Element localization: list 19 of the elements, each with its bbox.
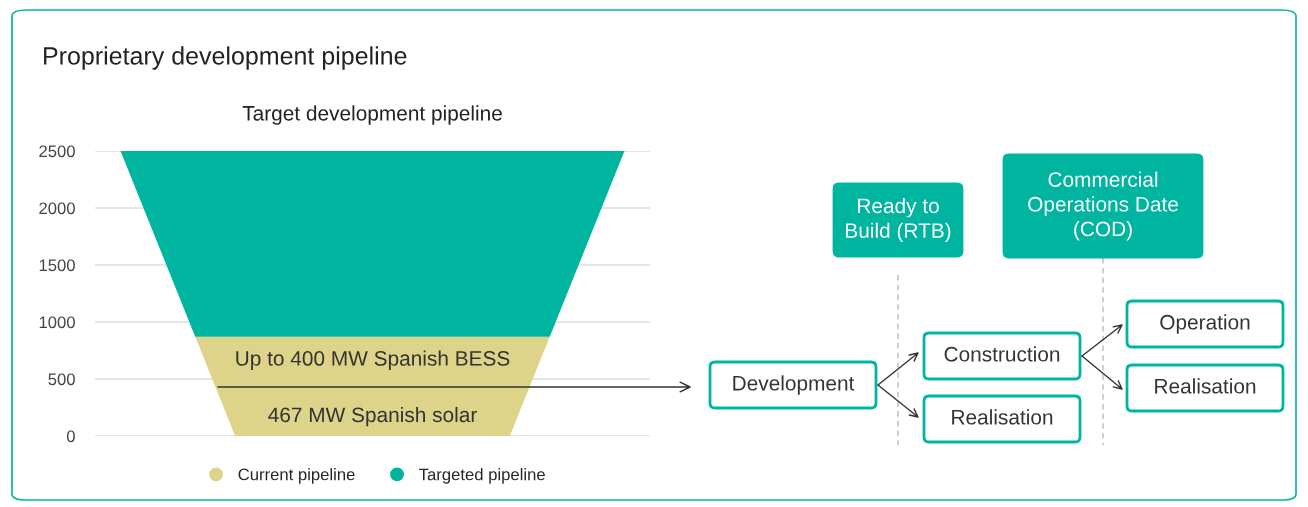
y-tick-label: 0 — [66, 430, 75, 443]
text: Construction — [944, 346, 1060, 362]
y-tick-label: 1500 — [39, 259, 75, 272]
text: Development — [733, 375, 855, 395]
legend-label: Targeted pipeline — [419, 468, 545, 484]
text: Commercial Operations Date (COD) — [1028, 171, 1178, 241]
chart-subtitle: Target development pipeline — [242, 105, 502, 125]
annotation: Up to 400 MW Spanish BESS — [236, 350, 510, 370]
text: Realisation — [1155, 378, 1256, 394]
y-tick-label: 2500 — [39, 145, 75, 158]
legend-label: Current pipeline — [238, 468, 355, 484]
text: Realisation — [952, 409, 1053, 425]
y-tick-label: 2000 — [39, 202, 75, 215]
y-tick-label: 500 — [48, 373, 75, 386]
text: Operation — [1160, 314, 1250, 334]
chart-title: Proprietary development pipeline — [44, 46, 407, 70]
y-tick-label: 1000 — [39, 316, 75, 329]
text: Ready to Build (RTB) — [846, 197, 951, 243]
annotation: 467 MW Spanish solar — [268, 406, 477, 427]
